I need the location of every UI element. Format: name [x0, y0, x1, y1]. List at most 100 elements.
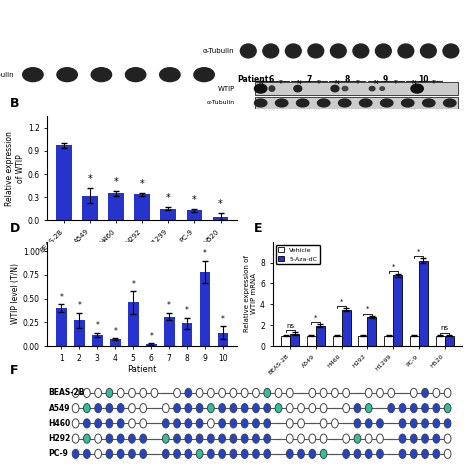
Text: *: * — [392, 264, 395, 270]
Circle shape — [128, 434, 136, 443]
Circle shape — [72, 403, 79, 413]
Ellipse shape — [240, 44, 256, 58]
Circle shape — [140, 388, 146, 398]
Circle shape — [106, 434, 113, 443]
Ellipse shape — [443, 44, 459, 58]
Bar — [82, 196, 98, 220]
Text: *: * — [314, 314, 318, 320]
Ellipse shape — [294, 85, 302, 92]
Bar — [358, 336, 367, 346]
Circle shape — [343, 403, 349, 413]
Circle shape — [422, 419, 428, 428]
Text: α-Tubulin: α-Tubulin — [0, 72, 15, 78]
Ellipse shape — [275, 99, 288, 107]
Ellipse shape — [57, 68, 77, 82]
Circle shape — [185, 419, 191, 428]
Circle shape — [365, 403, 372, 413]
Text: 6: 6 — [268, 74, 273, 83]
Text: H292: H292 — [48, 434, 71, 443]
Circle shape — [388, 388, 395, 398]
Ellipse shape — [369, 86, 375, 91]
Circle shape — [241, 434, 248, 443]
Ellipse shape — [359, 99, 372, 107]
Circle shape — [433, 419, 440, 428]
Circle shape — [320, 419, 327, 428]
Text: *: * — [192, 195, 197, 205]
Circle shape — [241, 403, 248, 413]
Text: T: T — [279, 80, 283, 85]
Circle shape — [253, 403, 259, 413]
Circle shape — [320, 388, 327, 398]
Y-axis label: Relative expression
of WTIP: Relative expression of WTIP — [6, 131, 25, 206]
Text: 8: 8 — [345, 74, 350, 83]
Circle shape — [298, 449, 304, 458]
Circle shape — [230, 449, 237, 458]
Circle shape — [241, 449, 248, 458]
Circle shape — [433, 388, 440, 398]
Circle shape — [264, 419, 271, 428]
Bar — [56, 146, 72, 220]
Text: T: T — [432, 80, 436, 85]
Circle shape — [173, 388, 181, 398]
Ellipse shape — [194, 68, 214, 82]
Circle shape — [264, 449, 271, 458]
Circle shape — [185, 449, 191, 458]
Circle shape — [196, 388, 203, 398]
Ellipse shape — [160, 68, 180, 82]
Text: *: * — [140, 179, 145, 189]
Text: *: * — [203, 249, 207, 258]
Circle shape — [128, 419, 136, 428]
Circle shape — [83, 434, 90, 443]
Ellipse shape — [380, 87, 384, 91]
Ellipse shape — [353, 44, 369, 58]
Text: *: * — [131, 280, 135, 289]
Circle shape — [286, 388, 293, 398]
Bar — [200, 272, 210, 346]
Text: T: T — [356, 80, 359, 85]
Circle shape — [444, 388, 451, 398]
Bar — [108, 193, 124, 220]
Circle shape — [286, 403, 293, 413]
Text: N: N — [258, 80, 263, 85]
Circle shape — [173, 434, 181, 443]
Bar — [128, 302, 138, 346]
Circle shape — [163, 434, 169, 443]
Text: N: N — [411, 80, 416, 85]
Circle shape — [343, 449, 349, 458]
X-axis label: Patient: Patient — [128, 365, 157, 374]
Text: Patient:: Patient: — [237, 74, 272, 83]
Circle shape — [106, 388, 113, 398]
Circle shape — [399, 419, 406, 428]
Ellipse shape — [422, 99, 435, 107]
Circle shape — [331, 388, 338, 398]
Circle shape — [444, 419, 451, 428]
Bar — [290, 334, 299, 346]
Ellipse shape — [331, 85, 339, 92]
Ellipse shape — [401, 99, 414, 107]
Text: *: * — [113, 327, 117, 336]
Circle shape — [410, 403, 417, 413]
Circle shape — [140, 434, 146, 443]
Ellipse shape — [420, 44, 436, 58]
Circle shape — [410, 449, 417, 458]
Circle shape — [241, 388, 248, 398]
Circle shape — [72, 388, 79, 398]
Circle shape — [354, 419, 361, 428]
Circle shape — [83, 419, 90, 428]
Circle shape — [83, 388, 90, 398]
Ellipse shape — [285, 44, 301, 58]
Circle shape — [230, 434, 237, 443]
Circle shape — [399, 449, 406, 458]
Circle shape — [117, 403, 124, 413]
Circle shape — [219, 419, 226, 428]
Bar — [367, 317, 376, 346]
Circle shape — [433, 449, 440, 458]
Circle shape — [354, 434, 361, 443]
Circle shape — [208, 449, 214, 458]
Circle shape — [365, 434, 372, 443]
Circle shape — [72, 434, 79, 443]
Circle shape — [433, 403, 440, 413]
Ellipse shape — [91, 68, 111, 82]
Bar — [255, 82, 457, 95]
Text: *: * — [417, 249, 420, 255]
